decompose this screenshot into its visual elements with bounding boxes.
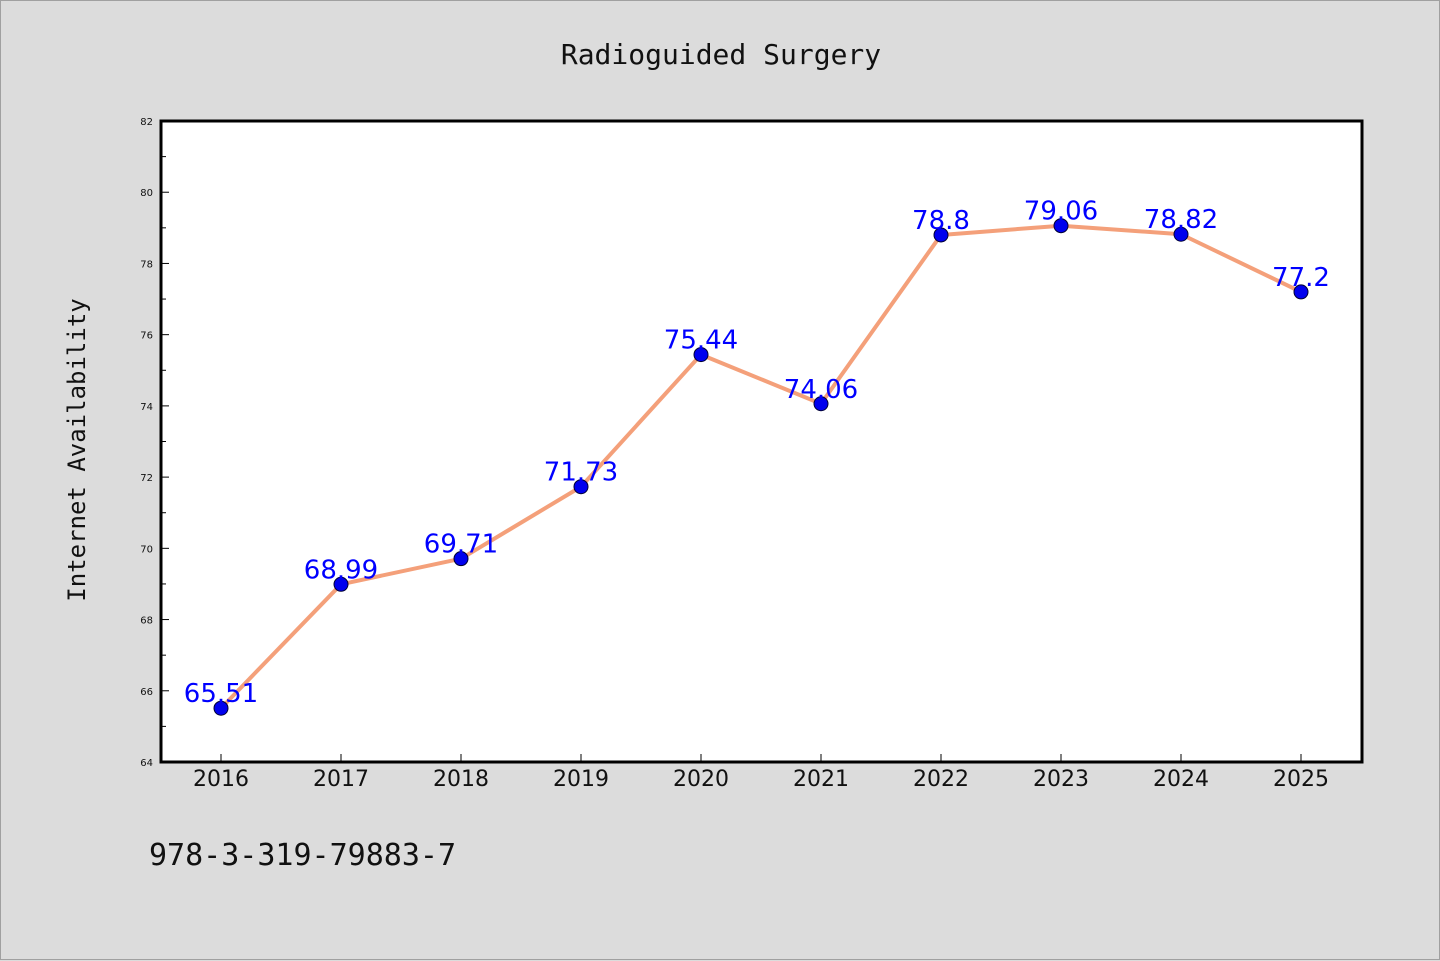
data-point [933, 227, 949, 243]
data-label: 75.44 [664, 326, 738, 356]
data-label: 71.73 [544, 458, 618, 488]
data-label: 69.71 [424, 530, 498, 560]
x-tick-label: 2019 [553, 767, 609, 792]
y-tick-label: 70 [140, 544, 153, 555]
data-point [453, 551, 469, 567]
data-label: 78.82 [1144, 205, 1218, 235]
x-tick-label: 2016 [193, 767, 249, 792]
data-label: 74.06 [784, 375, 858, 405]
data-label: 68.99 [304, 555, 378, 585]
x-tick-label: 2017 [313, 767, 369, 792]
data-label: 65.51 [184, 679, 258, 709]
x-tick-label: 2025 [1273, 767, 1329, 792]
data-point [813, 396, 829, 412]
series-line [219, 223, 1303, 711]
x-tick-label: 2018 [433, 767, 489, 792]
y-tick-label: 68 [140, 616, 153, 627]
y-axis-ticks: 64 66 68 70 72 74 76 78 80 82 [140, 117, 169, 769]
y-tick-label: 78 [140, 259, 153, 270]
series-polyline [219, 223, 1303, 711]
y-tick-label: 64 [140, 758, 153, 769]
data-point [1293, 284, 1309, 300]
chart-title: Radioguided Surgery [561, 38, 881, 71]
x-axis-ticks: 2016 2017 2018 2019 2020 2021 2022 2023 2024 2025 [193, 754, 1329, 792]
data-labels: 65.51 68.99 69.71 71.73 75.44 74.06 78.8 79.06 7… [184, 197, 1330, 710]
data-point [1173, 226, 1189, 242]
x-tick-label: 2024 [1153, 767, 1209, 792]
y-tick-label: 80 [140, 188, 153, 199]
data-label: 79.06 [1024, 197, 1098, 227]
data-point [333, 576, 349, 592]
data-point [693, 347, 709, 363]
x-tick-label: 2021 [793, 767, 849, 792]
x-tick-label: 2022 [913, 767, 969, 792]
data-point [573, 479, 589, 495]
y-tick-label: 82 [140, 117, 153, 128]
data-label: 78.8 [912, 206, 970, 236]
data-label: 77.2 [1272, 263, 1330, 293]
y-tick-label: 66 [140, 687, 153, 698]
y-tick-label: 76 [140, 331, 153, 342]
plot-area [159, 119, 1364, 764]
y-axis-label: Internet Availability [63, 298, 91, 601]
data-markers [213, 218, 1309, 716]
data-point [1053, 218, 1069, 234]
y-tick-label: 72 [140, 473, 153, 484]
y-tick-label: 74 [140, 402, 153, 413]
data-point [213, 700, 229, 716]
x-tick-label: 2023 [1033, 767, 1089, 792]
x-tick-label: 2020 [673, 767, 729, 792]
